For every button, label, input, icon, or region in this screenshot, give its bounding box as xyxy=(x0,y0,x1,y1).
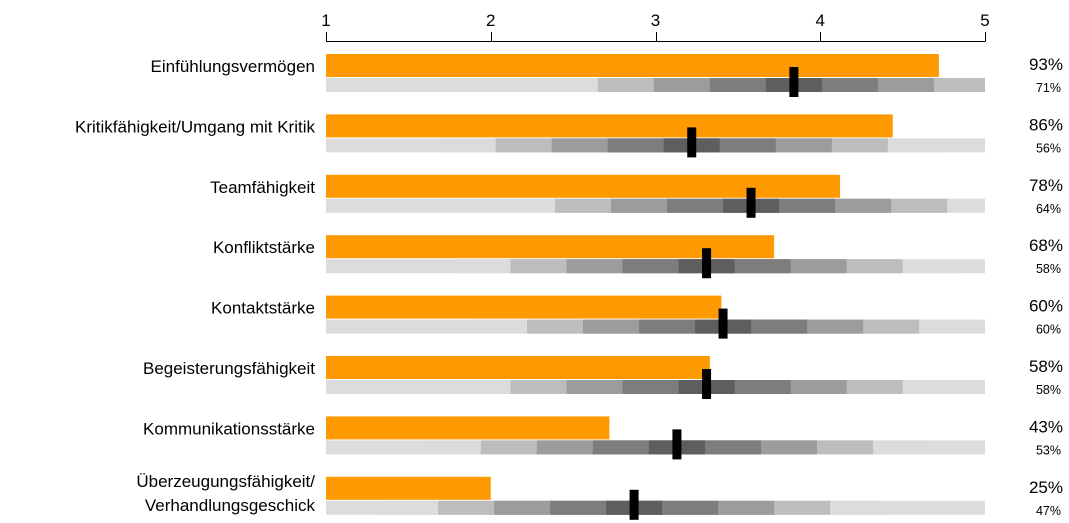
category-label: Begeisterungsfähigkeit xyxy=(143,359,315,378)
reference-percent-label: 53% xyxy=(1036,443,1061,457)
reference-percent-label: 58% xyxy=(1036,262,1061,276)
value-percent-label: 25% xyxy=(1029,478,1063,497)
distribution-band xyxy=(326,500,985,515)
chart-row: Kontaktstärke 60% 60% xyxy=(211,295,1063,339)
x-tick-label: 5 xyxy=(980,11,989,30)
value-percent-label: 86% xyxy=(1029,115,1063,134)
distribution-band xyxy=(326,259,985,274)
value-percent-label: 58% xyxy=(1029,357,1063,376)
chart-row: Teamfähigkeit 78% 64% xyxy=(210,174,1063,218)
chart-row: Kritikfähigkeit/Umgang mit Kritik 86% 56% xyxy=(75,114,1063,158)
reference-percent-label: 47% xyxy=(1036,504,1061,518)
x-tick-label: 2 xyxy=(486,11,495,30)
reference-marker xyxy=(687,127,697,158)
reference-marker xyxy=(672,429,682,460)
value-bar xyxy=(326,114,893,138)
value-bar xyxy=(326,174,841,198)
reference-marker xyxy=(789,67,799,97)
value-bar xyxy=(326,476,491,500)
reference-marker xyxy=(746,187,756,218)
category-label: Teamfähigkeit xyxy=(210,178,315,197)
value-percent-label: 78% xyxy=(1029,176,1063,195)
reference-percent-label: 58% xyxy=(1036,383,1061,397)
chart-row: Überzeugungsfähigkeit/Verhandlungsgeschi… xyxy=(136,472,1063,520)
distribution-band xyxy=(326,198,985,213)
value-bar xyxy=(326,235,775,259)
category-label-line: Verhandlungsgeschick xyxy=(145,496,316,515)
chart-rows: Einfühlungsvermögen 93% 71% Kritikfähigkeit… xyxy=(75,54,1063,520)
category-label: Kommunikationsstärke xyxy=(143,419,315,438)
value-percent-label: 93% xyxy=(1029,55,1063,74)
x-tick-label: 3 xyxy=(651,11,660,30)
distribution-band xyxy=(326,138,985,153)
distribution-band xyxy=(326,380,985,394)
x-tick-label: 1 xyxy=(321,11,330,30)
distribution-band xyxy=(326,78,985,92)
chart-row: Kommunikationsstärke 43% 53% xyxy=(143,416,1063,460)
value-bar xyxy=(326,416,610,440)
reference-marker xyxy=(702,248,712,279)
value-percent-label: 68% xyxy=(1029,236,1063,255)
reference-percent-label: 64% xyxy=(1036,202,1061,216)
reference-percent-label: 71% xyxy=(1036,81,1061,95)
chart-row: Begeisterungsfähigkeit 58% 58% xyxy=(143,356,1063,399)
value-bar xyxy=(326,54,939,77)
category-label: Konfliktstärke xyxy=(213,238,315,257)
x-axis: 1 2 3 4 5 xyxy=(321,11,990,42)
category-label: Kritikfähigkeit/Umgang mit Kritik xyxy=(75,117,315,136)
category-label: Überzeugungsfähigkeit/Verhandlungsgeschi… xyxy=(136,472,315,515)
reference-marker xyxy=(718,308,728,339)
reference-percent-label: 56% xyxy=(1036,141,1061,155)
chart-row: Einfühlungsvermögen 93% 71% xyxy=(151,54,1063,97)
chart-row: Konfliktstärke 68% 58% xyxy=(213,235,1063,279)
category-label-line: Überzeugungsfähigkeit/ xyxy=(136,472,315,491)
reference-marker xyxy=(702,369,712,399)
value-percent-label: 60% xyxy=(1029,297,1063,316)
distribution-band xyxy=(326,319,985,334)
category-label: Kontaktstärke xyxy=(211,299,315,318)
category-label: Einfühlungsvermögen xyxy=(151,57,315,76)
reference-marker xyxy=(629,489,639,520)
value-bar xyxy=(326,295,722,319)
value-percent-label: 43% xyxy=(1029,417,1063,436)
x-tick-label: 4 xyxy=(816,11,825,30)
distribution-band xyxy=(326,440,985,455)
value-bar xyxy=(326,356,710,379)
reference-percent-label: 60% xyxy=(1036,323,1061,337)
